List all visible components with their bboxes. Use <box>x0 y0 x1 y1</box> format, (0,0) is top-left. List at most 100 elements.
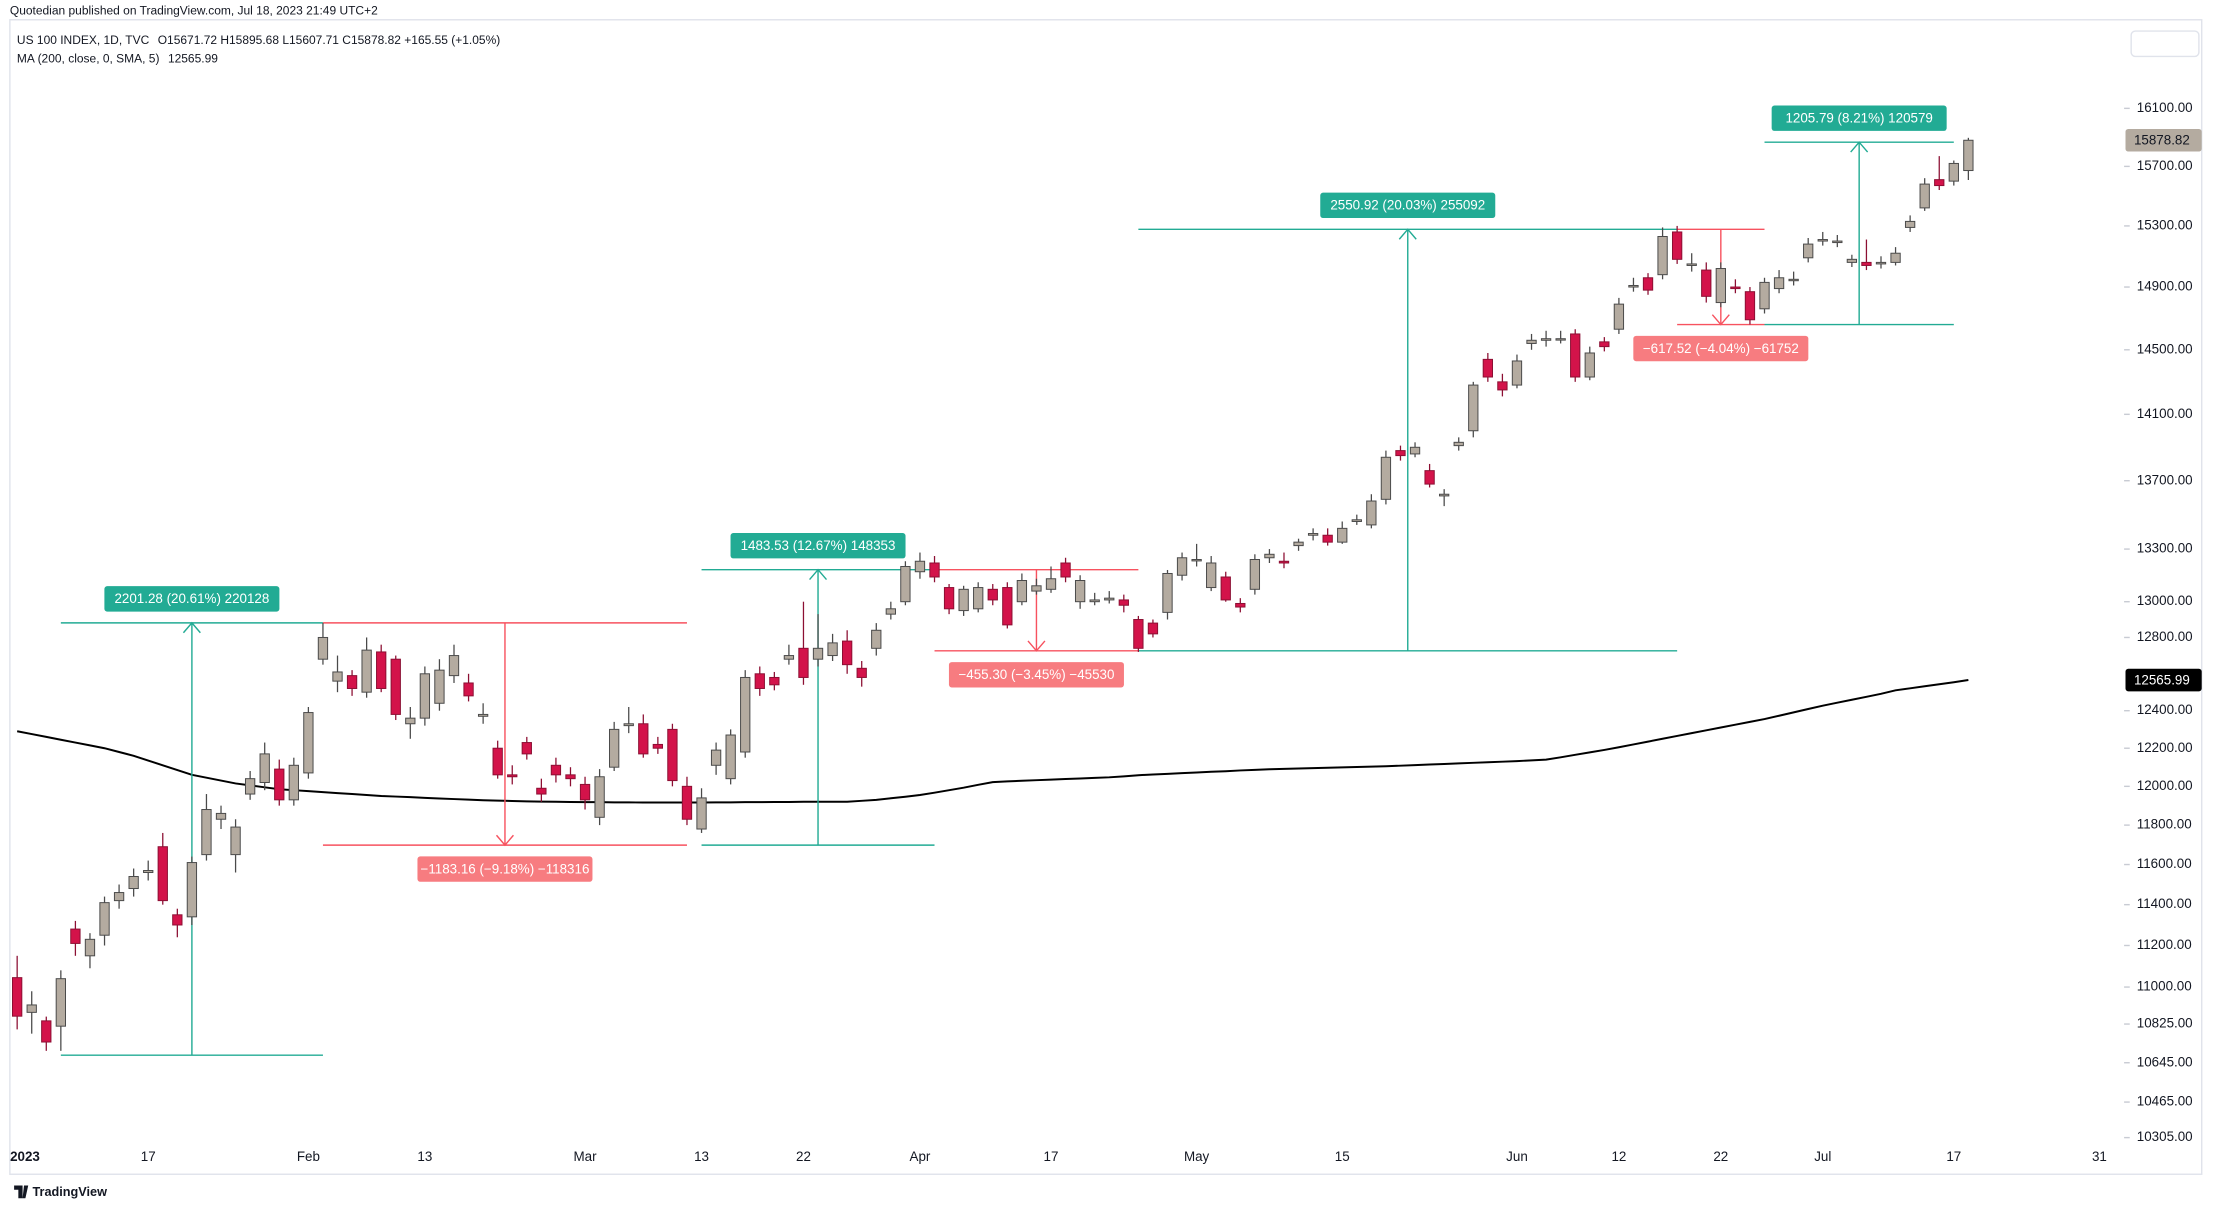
arrow-head <box>1850 141 1869 153</box>
x-tick-label: 17 <box>1946 1149 1961 1164</box>
candle-body <box>172 914 183 926</box>
candle-body <box>376 651 387 689</box>
candle-body <box>1439 493 1450 497</box>
candle-body <box>1599 341 1610 348</box>
candle-body <box>1482 358 1494 378</box>
range-label: 1483.53 (12.67%) 148353 <box>741 538 896 553</box>
candle-body <box>1511 360 1523 386</box>
y-tick-label: 11400.00 <box>2137 896 2192 911</box>
candle-body <box>1002 587 1013 626</box>
candle-body <box>1904 220 1916 228</box>
candle-body <box>1351 519 1362 522</box>
candle-body <box>1832 240 1843 244</box>
last-price-label: 15878.82 <box>2134 133 2190 148</box>
y-tick-label: 14500.00 <box>2137 341 2193 356</box>
candle-body <box>1264 553 1275 559</box>
x-tick-label: 22 <box>1713 1149 1728 1164</box>
candle-body <box>1526 339 1537 344</box>
candle-body <box>1249 559 1261 590</box>
candle-body <box>900 565 911 603</box>
candle-body <box>885 608 896 615</box>
candle-body <box>1861 261 1872 266</box>
x-tick-label: 13 <box>417 1149 432 1164</box>
price-range: −1183.16 (−9.18%) −118316 <box>322 622 687 882</box>
x-tick-label: Apr <box>910 1149 931 1164</box>
candle-body <box>1016 580 1028 603</box>
candle-body <box>958 588 969 612</box>
candle-body <box>667 728 678 782</box>
logo-icon <box>14 1185 29 1199</box>
ma-legend: MA (200, close, 0, SMA, 5) 12565.99 <box>17 51 218 65</box>
candle-body <box>244 778 256 795</box>
candle-body <box>1671 231 1683 260</box>
candle-body <box>1875 261 1887 265</box>
candle-body <box>798 647 809 678</box>
y-tick-label: 11000.00 <box>2137 979 2192 994</box>
symbol: US 100 INDEX, 1D, TVC <box>17 33 150 47</box>
candle-body <box>201 809 212 856</box>
published-note: Quotedian published on TradingView.com, … <box>10 3 378 17</box>
x-tick-label: 17 <box>1044 1149 1059 1164</box>
candle-body <box>1118 599 1129 606</box>
candle-body <box>70 928 81 944</box>
candle-body <box>1133 619 1144 649</box>
ma-value-box <box>2125 668 2202 692</box>
x-tick-label: 15 <box>1335 1149 1350 1164</box>
range-label-box <box>417 856 593 882</box>
candle-body <box>361 649 372 693</box>
range-label-box <box>104 586 280 612</box>
candle-body <box>317 636 329 660</box>
ohlc-legend: O15671.72 H15895.68 L15607.71 C15878.82 … <box>158 33 501 47</box>
arrow-head <box>809 568 828 581</box>
candle-body <box>1031 585 1042 592</box>
y-tick-label: 12400.00 <box>2137 702 2193 717</box>
candle-body <box>1162 572 1173 613</box>
candle-body <box>812 647 824 660</box>
price-range: −617.52 (−4.04%) −61752 <box>1633 228 1809 362</box>
candle-body <box>346 675 358 689</box>
candle-body <box>1045 578 1057 590</box>
candle-body <box>987 588 998 601</box>
x-tick-label: 13 <box>694 1149 709 1164</box>
x-tick-label: Jun <box>1506 1149 1528 1164</box>
x-tick-label: Mar <box>574 1149 598 1164</box>
arrow-head <box>1027 640 1046 652</box>
candle-body <box>99 902 110 936</box>
candle-body <box>1147 622 1159 635</box>
candle-body <box>143 870 154 874</box>
ma-name: MA (200, close, 0, SMA, 5) <box>17 51 160 65</box>
price-range: −455.30 (−3.45%) −45530 <box>934 568 1139 688</box>
candle-body <box>652 743 664 749</box>
settings-box <box>2130 30 2200 58</box>
symbol-legend: US 100 INDEX, 1D, TVC O15671.72 H15895.68… <box>17 33 500 47</box>
candle-body <box>55 978 66 1027</box>
candle-body <box>41 1020 52 1043</box>
x-tick-label: Feb <box>297 1149 320 1164</box>
candle-body <box>1468 384 1479 432</box>
candle-body <box>943 587 955 610</box>
candle-body <box>929 562 940 578</box>
range-label: 2201.28 (20.61%) 220128 <box>114 591 269 606</box>
candle-body <box>1089 599 1100 603</box>
candle-body <box>1337 527 1348 543</box>
ma-value-label: 12565.99 <box>2134 672 2190 687</box>
candle-body <box>594 776 605 818</box>
price-range: 1205.79 (8.21%) 120579 <box>1764 105 1954 326</box>
candle-body <box>1570 333 1581 378</box>
candle-body <box>973 587 984 610</box>
y-tick-label: 13300.00 <box>2137 541 2193 556</box>
footer-text: TradingView <box>32 1185 107 1199</box>
candle-body <box>1613 303 1625 330</box>
candle-body <box>1395 450 1406 457</box>
candle-body <box>1074 580 1086 603</box>
y-tick-label: 11800.00 <box>2137 817 2192 832</box>
candle-body <box>521 742 532 755</box>
candle-body <box>565 774 576 780</box>
range-label-box <box>730 532 906 559</box>
x-tick-label: 17 <box>141 1149 156 1164</box>
y-tick-label: 15700.00 <box>2137 158 2193 173</box>
candle-body <box>419 673 431 719</box>
